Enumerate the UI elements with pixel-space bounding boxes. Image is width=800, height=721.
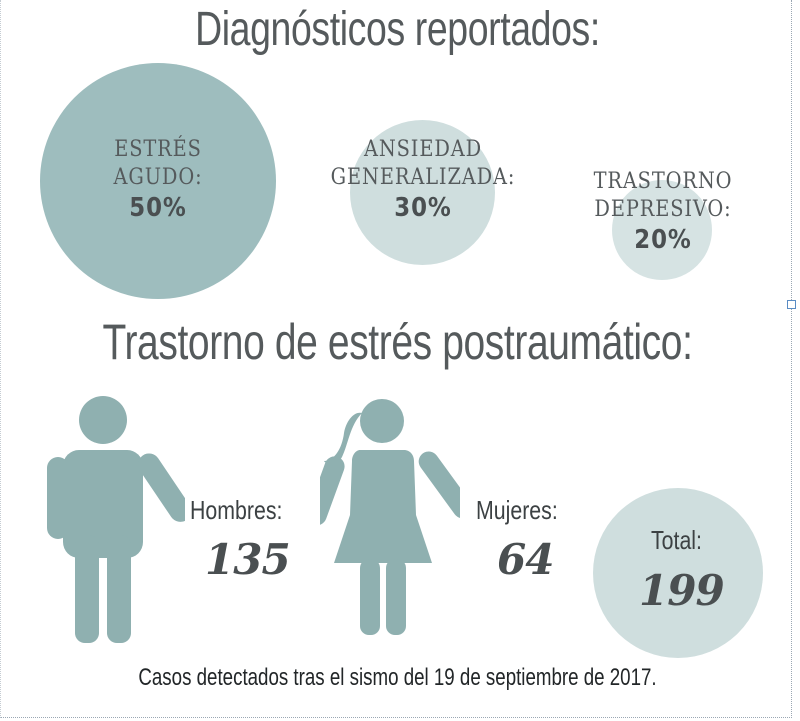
diagnosis-label-acute-stress: ESTRÉS AGUDO: 50% bbox=[70, 136, 246, 224]
diagnosis-name-line1: ANSIEDAD bbox=[363, 137, 483, 162]
diagnosis-label-generalized-anxiety: ANSIEDAD GENERALIZADA: 30% bbox=[304, 136, 542, 224]
diagnosis-name-line1: ESTRÉS bbox=[114, 137, 202, 162]
men-label: Hombres: bbox=[190, 495, 283, 525]
women-value: 64 bbox=[497, 535, 554, 584]
woman-icon bbox=[320, 399, 460, 635]
bubble-generalized-anxiety bbox=[350, 120, 495, 265]
diagnosis-name-line2: AGUDO: bbox=[113, 165, 203, 190]
total-value: 199 bbox=[639, 566, 725, 615]
page-title: Diagnósticos reportados: bbox=[195, 3, 600, 56]
bubble-depressive-disorder bbox=[612, 180, 712, 280]
diagnosis-label-depressive-disorder: TRASTORNO DEPRESIVO: 20% bbox=[571, 168, 756, 256]
total-circle bbox=[593, 488, 763, 658]
men-value: 135 bbox=[205, 535, 291, 584]
diagnosis-name-line2: DEPRESIVO: bbox=[594, 197, 732, 222]
diagnosis-percent: 50% bbox=[129, 193, 187, 223]
ptsd-title: Trastorno de estrés postraumático: bbox=[102, 314, 693, 370]
women-label: Mujeres: bbox=[476, 495, 558, 525]
resize-handle[interactable] bbox=[787, 300, 796, 309]
footer-note: Casos detectados tras el sismo del 19 de… bbox=[138, 664, 657, 691]
man-icon bbox=[47, 396, 185, 643]
bubble-acute-stress bbox=[40, 63, 276, 299]
total-label: Total: bbox=[651, 525, 702, 555]
diagnosis-percent: 20% bbox=[634, 225, 692, 255]
diagnosis-name-line2: GENERALIZADA: bbox=[330, 165, 516, 190]
diagnosis-percent: 30% bbox=[394, 193, 452, 223]
diagnosis-name-line1: TRASTORNO bbox=[593, 169, 733, 194]
